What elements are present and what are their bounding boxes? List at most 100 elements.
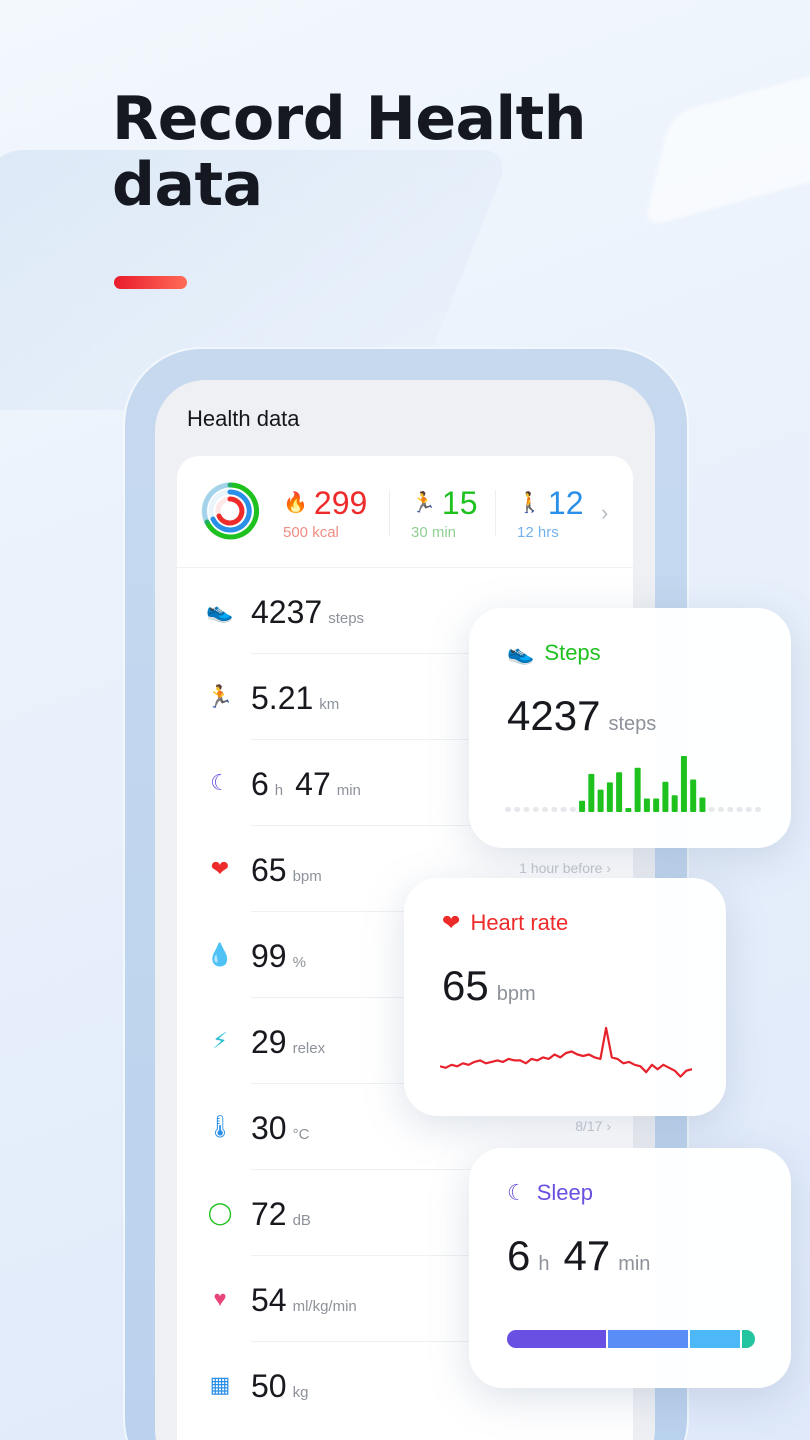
steps-bar	[532, 807, 539, 812]
flame-icon: 🔥	[283, 492, 308, 514]
sleep-stage-bar	[507, 1330, 755, 1348]
stress-value: 29	[251, 1024, 287, 1060]
divider	[251, 825, 613, 826]
divider	[251, 1255, 613, 1256]
heart-rate-card-value: 65	[442, 962, 489, 1009]
calories-goal: 500 kcal	[283, 524, 339, 541]
sleep-segment-rem	[688, 1330, 741, 1348]
temperature-unit: °C	[292, 1126, 310, 1143]
steps-bar	[736, 807, 743, 812]
steps-bar	[643, 798, 650, 812]
sleep-hours-unit: h	[274, 782, 284, 799]
vo2max-unit: ml/kg/min	[292, 1298, 357, 1315]
activity-summary[interactable]: 🔥 299 500 kcal 🏃 15 30 min 🚶 12 12 h	[177, 456, 633, 568]
heart-percent-icon: ♥	[213, 1286, 227, 1311]
exercise-value: 15	[441, 485, 478, 521]
steps-bar	[616, 772, 623, 812]
steps-bar	[653, 798, 660, 812]
sleep-card-hours: 6	[507, 1232, 531, 1279]
moon-icon: ☾	[210, 770, 230, 795]
row-noise[interactable]: ◯ 72 dB	[177, 1170, 633, 1256]
calories-value: 299	[313, 485, 368, 521]
steps-bar	[606, 782, 613, 812]
steps-bar	[542, 807, 549, 812]
steps-card-title: Steps	[544, 640, 601, 665]
ear-icon: ◯	[207, 1200, 233, 1225]
steps-bar	[569, 807, 576, 812]
steps-bar	[662, 781, 669, 812]
steps-bar	[727, 807, 734, 812]
exercise-summary: 🏃 15 30 min	[411, 486, 478, 541]
vo2max-value: 54	[251, 1282, 287, 1318]
steps-bar	[699, 797, 706, 812]
divider	[251, 739, 613, 740]
row-weight[interactable]: ▦ 50 kg	[177, 1342, 633, 1428]
row-distance[interactable]: 🏃 5.21 km	[177, 654, 633, 740]
calories-summary: 🔥 299 500 kcal	[283, 486, 367, 541]
steps-bar	[560, 807, 567, 812]
distance-unit: km	[319, 696, 340, 713]
row-steps[interactable]: 👟 4237 steps	[177, 568, 633, 654]
steps-unit: steps	[328, 610, 365, 627]
heart-rate-line	[440, 1026, 692, 1078]
walking-icon: 🚶	[517, 492, 542, 514]
steps-bar	[745, 807, 752, 812]
sleep-card-title: Sleep	[536, 1180, 594, 1205]
steps-bar	[625, 808, 632, 812]
weight-value: 50	[251, 1368, 287, 1404]
steps-bar	[717, 807, 724, 812]
sleep-segment-light	[606, 1330, 689, 1348]
distance-value: 5.21	[251, 680, 314, 716]
sleep-card-hours-unit: h	[538, 1253, 550, 1275]
noise-unit: dB	[292, 1212, 311, 1229]
weight-unit: kg	[292, 1384, 309, 1401]
accent-bar	[114, 276, 187, 289]
divider	[251, 1169, 613, 1170]
steps-card[interactable]: 👟 Steps 4237 steps	[469, 608, 791, 848]
heart-rate-card-unit: bpm	[496, 983, 536, 1005]
steps-bar	[505, 807, 511, 812]
steps-bar	[523, 807, 530, 812]
divider	[251, 1341, 613, 1342]
sleep-card-minutes: 47	[563, 1232, 611, 1279]
steps-bar-chart	[505, 756, 761, 812]
chevron-right-icon: ›	[601, 500, 609, 525]
steps-bar	[671, 795, 678, 812]
heart-icon: ❤	[210, 856, 230, 881]
running-icon: 🏃	[411, 492, 436, 514]
steps-value: 4237	[251, 594, 323, 630]
sleep-card[interactable]: ☾ Sleep 6 h 47 min	[469, 1148, 791, 1388]
moon-icon: ☾	[507, 1180, 527, 1205]
thermometer-icon: 🌡	[206, 1114, 234, 1139]
row-sleep[interactable]: ☾ 6 h 47 min	[177, 740, 633, 826]
shoe-icon: 👟	[507, 640, 535, 665]
oxygen-unit: %	[292, 954, 306, 971]
sleep-card-minutes-unit: min	[618, 1253, 651, 1275]
steps-bar	[551, 807, 558, 812]
heart-rate-value: 65	[251, 852, 287, 888]
sleep-minutes-unit: min	[336, 782, 361, 799]
sleep-hours-value: 6	[251, 766, 269, 802]
heart-rate-unit: bpm	[292, 868, 322, 885]
heart-rate-line-chart	[440, 1026, 692, 1078]
exercise-goal: 30 min	[411, 524, 457, 541]
heart-rate-updated: 1 hour before ›	[519, 860, 611, 876]
divider	[251, 653, 613, 654]
heart-rate-card-title: Heart rate	[470, 910, 569, 935]
heart-rate-card[interactable]: ❤ Heart rate 65 bpm	[404, 878, 726, 1116]
temperature-date: 8/17 ›	[575, 1118, 611, 1134]
row-temperature[interactable]: 🌡 30 °C 8/17 ›	[177, 1084, 633, 1170]
standing-value: 12	[547, 485, 584, 521]
row-vo2max[interactable]: ♥ 54 ml/kg/min	[177, 1256, 633, 1342]
noise-value: 72	[251, 1196, 287, 1232]
steps-bar	[634, 767, 641, 812]
running-icon: 🏃	[206, 684, 234, 709]
activity-ring-icon	[201, 482, 259, 540]
steps-bar	[579, 800, 586, 812]
steps-card-unit: steps	[608, 713, 657, 735]
shoe-icon: 👟	[206, 598, 234, 623]
heart-icon: ❤	[442, 910, 461, 935]
sleep-segment-awake	[740, 1330, 755, 1348]
steps-bar	[680, 756, 687, 812]
steps-bar	[755, 807, 761, 812]
